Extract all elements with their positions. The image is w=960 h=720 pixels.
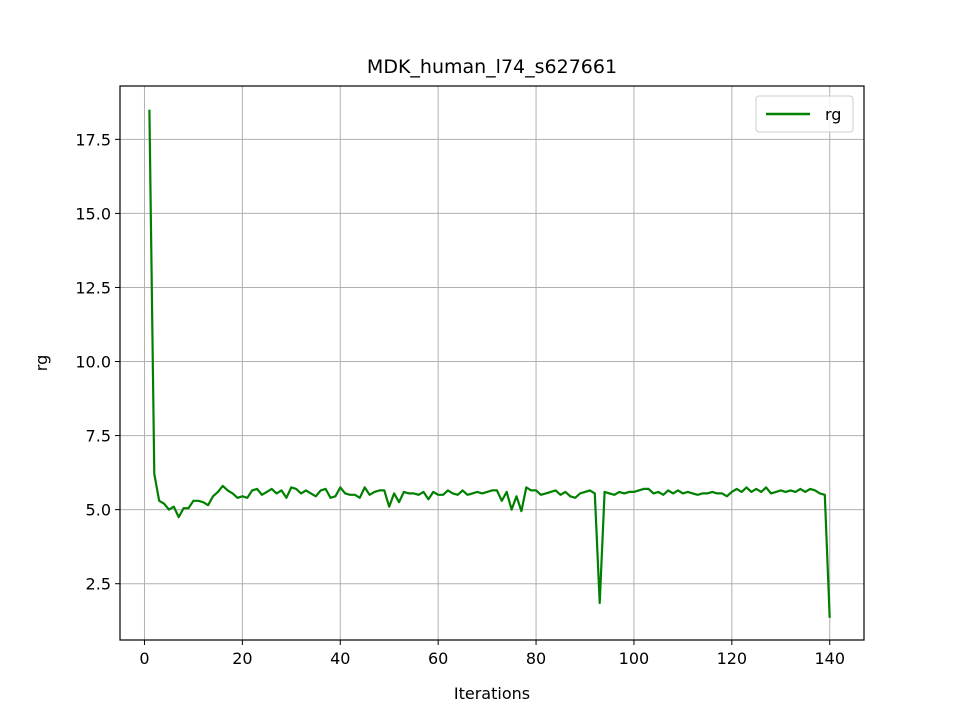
y-tick-label-3: 10.0 <box>75 353 111 372</box>
y-tick-label-1: 5.0 <box>86 501 111 520</box>
legend-label-rg: rg <box>825 105 841 124</box>
x-tick-label-5: 100 <box>619 649 650 668</box>
plot-frame <box>119 85 865 641</box>
series-layer <box>148 109 831 618</box>
x-tick-label-2: 40 <box>330 649 350 668</box>
y-tick-label-6: 17.5 <box>75 130 111 149</box>
x-axis-ticks: 0 20 40 60 80 100 120 140 <box>139 640 845 668</box>
x-tick-label-0: 0 <box>139 649 149 668</box>
x-tick-label-1: 20 <box>232 649 252 668</box>
grid-lines <box>120 86 864 640</box>
x-tick-label-3: 60 <box>428 649 448 668</box>
y-tick-label-4: 12.5 <box>75 278 111 297</box>
y-tick-label-2: 7.5 <box>86 427 111 446</box>
x-tick-label-6: 120 <box>717 649 748 668</box>
y-tick-label-5: 15.0 <box>75 204 111 223</box>
y-tick-label-0: 2.5 <box>86 575 111 594</box>
y-axis-ticks: 2.5 5.0 7.5 10.0 12.5 15.0 17.5 <box>75 130 120 594</box>
chart-title: MDK_human_l74_s627661 <box>367 56 617 78</box>
legend: rg <box>755 95 854 133</box>
x-axis-label: Iterations <box>454 684 530 703</box>
x-tick-label-7: 140 <box>814 649 845 668</box>
x-tick-label-4: 80 <box>526 649 546 668</box>
y-axis-label: rg <box>32 355 51 371</box>
series-line-rg <box>148 109 831 618</box>
